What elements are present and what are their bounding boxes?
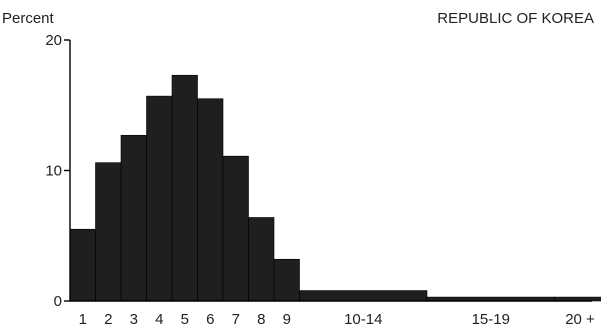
x-tick-label: 6 xyxy=(206,311,214,328)
bar-6 xyxy=(197,98,224,302)
x-tick-label: 4 xyxy=(155,311,163,328)
x-tick-label: 20 + xyxy=(565,311,595,328)
x-tick-label: 2 xyxy=(104,311,112,328)
bar-8 xyxy=(248,217,275,302)
axes-group: 0 10 20 1 2 3 4 5 6 7 8 9 10-14 15-19 20 + xyxy=(45,32,595,328)
bar-7 xyxy=(222,155,249,302)
bar-5 xyxy=(171,74,198,302)
x-tick-label: 8 xyxy=(257,311,265,328)
x-tick-label: 10-14 xyxy=(344,311,382,328)
y-tick-label: 20 xyxy=(45,32,62,49)
bar-1 xyxy=(69,228,96,302)
y-tick-label: 10 xyxy=(45,163,62,180)
x-tick-label: 3 xyxy=(130,311,138,328)
bar-4 xyxy=(146,95,173,302)
y-tick-label: 0 xyxy=(54,293,62,310)
x-tick-label: 9 xyxy=(283,311,291,328)
x-tick-label: 1 xyxy=(79,311,87,328)
y-axis-label: Percent xyxy=(2,10,55,27)
chart-title: REPUBLIC OF KOREA xyxy=(437,10,594,27)
bars-group xyxy=(69,74,601,302)
bar-10-14 xyxy=(299,290,428,302)
bar-9 xyxy=(273,258,300,302)
x-tick-label: 7 xyxy=(232,311,240,328)
x-tick-label: 15-19 xyxy=(472,311,510,328)
bar-2 xyxy=(95,162,122,302)
x-tick-label: 5 xyxy=(181,311,189,328)
bar-3 xyxy=(120,134,147,302)
